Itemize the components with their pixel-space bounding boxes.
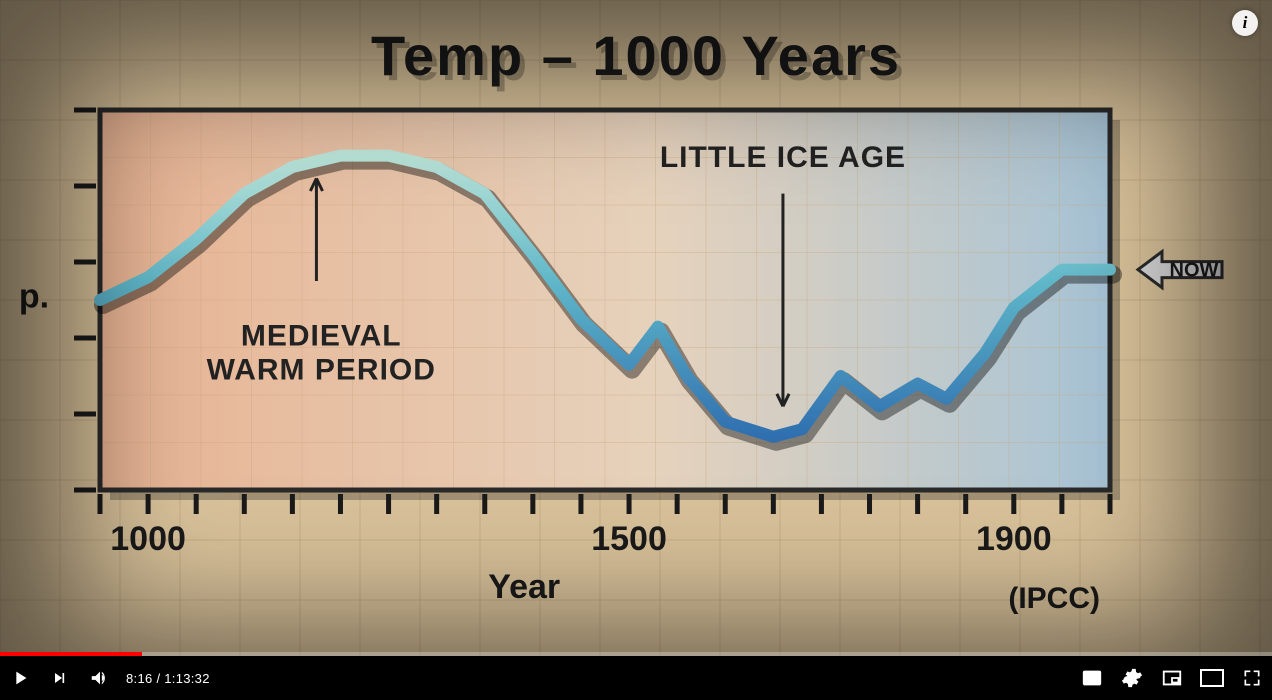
miniplayer-icon bbox=[1161, 667, 1183, 689]
next-icon bbox=[50, 668, 70, 688]
controls-bar: 8:16 / 1:13:32 bbox=[0, 656, 1272, 700]
theater-icon bbox=[1200, 669, 1224, 687]
play-button[interactable] bbox=[0, 658, 40, 698]
svg-text:1000: 1000 bbox=[110, 520, 186, 558]
subtitles-button[interactable] bbox=[1072, 658, 1112, 698]
svg-text:1500: 1500 bbox=[591, 520, 667, 558]
svg-text:1900: 1900 bbox=[976, 520, 1052, 558]
video-frame[interactable]: Temp – 1000 YearsTemp – 1000 Years100015… bbox=[0, 0, 1272, 700]
video-player: Temp – 1000 YearsTemp – 1000 Years100015… bbox=[0, 0, 1272, 700]
fullscreen-icon bbox=[1242, 668, 1262, 688]
chart: Temp – 1000 YearsTemp – 1000 Years100015… bbox=[0, 0, 1272, 656]
svg-text:Temp – 1000 Years: Temp – 1000 Years bbox=[371, 24, 901, 87]
duration: 1:13:32 bbox=[164, 671, 209, 686]
svg-text:NOW: NOW bbox=[1170, 260, 1219, 282]
fullscreen-button[interactable] bbox=[1232, 658, 1272, 698]
svg-text:Year: Year bbox=[488, 568, 560, 606]
play-icon bbox=[9, 667, 31, 689]
svg-text:WARM PERIOD: WARM PERIOD bbox=[207, 354, 436, 387]
gear-icon bbox=[1121, 667, 1143, 689]
volume-button[interactable] bbox=[80, 658, 120, 698]
volume-icon bbox=[89, 667, 111, 689]
miniplayer-button[interactable] bbox=[1152, 658, 1192, 698]
time-display: 8:16 / 1:13:32 bbox=[126, 671, 210, 686]
theater-button[interactable] bbox=[1192, 658, 1232, 698]
info-icon[interactable]: i bbox=[1232, 10, 1258, 36]
current-time: 8:16 bbox=[126, 671, 153, 686]
next-button[interactable] bbox=[40, 658, 80, 698]
settings-button[interactable] bbox=[1112, 658, 1152, 698]
svg-text:LITTLE ICE AGE: LITTLE ICE AGE bbox=[660, 141, 906, 174]
svg-text:p.: p. bbox=[19, 278, 49, 316]
subtitles-icon bbox=[1081, 667, 1103, 689]
svg-text:MEDIEVAL: MEDIEVAL bbox=[241, 320, 402, 353]
svg-text:(IPCC): (IPCC) bbox=[1008, 582, 1100, 615]
